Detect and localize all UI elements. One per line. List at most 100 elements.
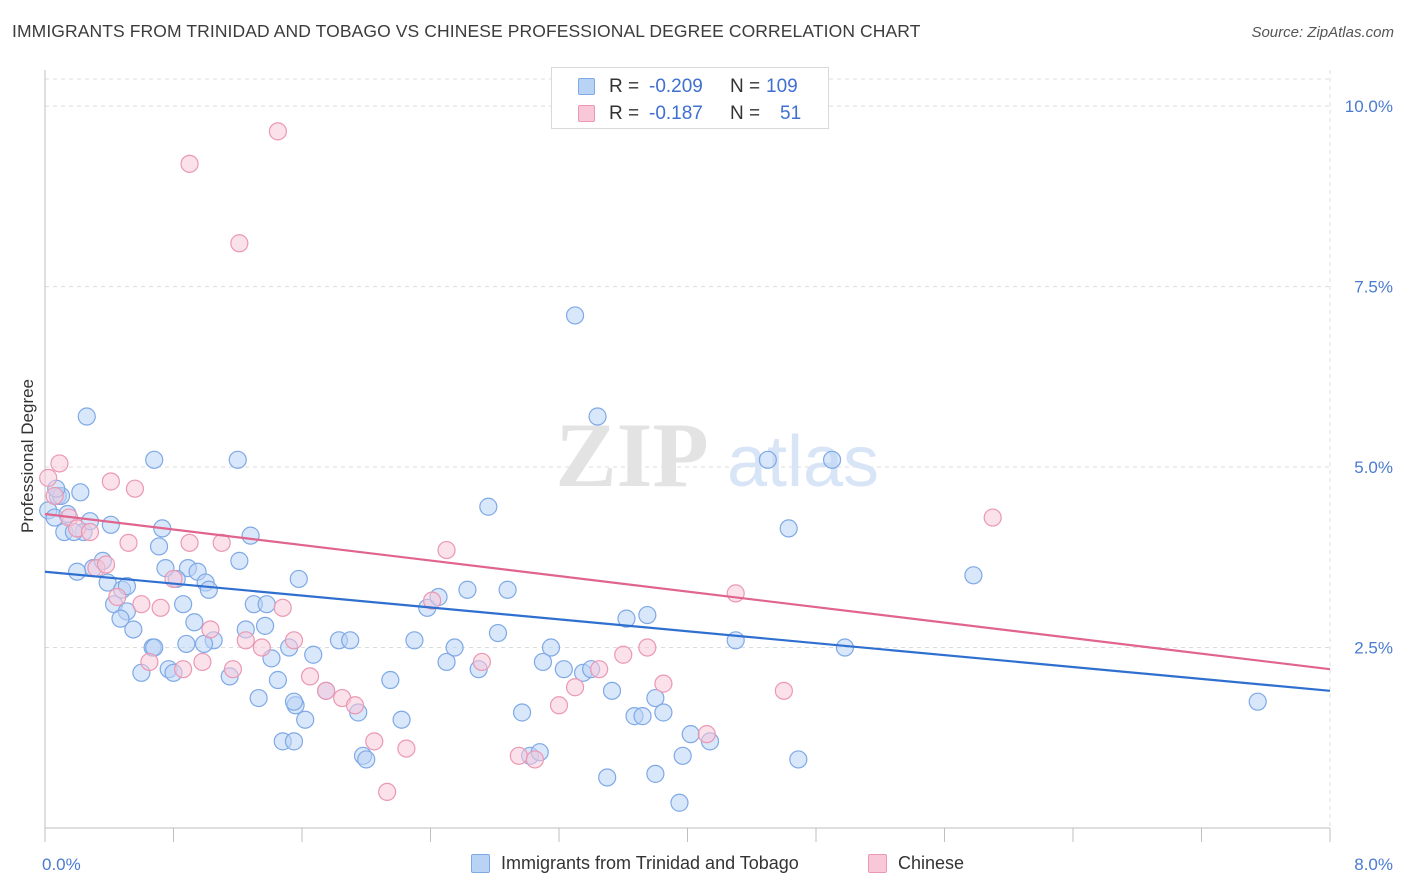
r-label: R = <box>609 76 640 97</box>
chinese-point <box>252 638 271 657</box>
trinidad-point <box>681 725 700 744</box>
y-tick-label: 5.0% <box>1354 458 1393 477</box>
legend-label-chinese: Chinese <box>898 853 965 873</box>
trinidad-point <box>512 703 532 722</box>
trinidad-point <box>598 768 617 787</box>
trinidad-point <box>789 750 808 769</box>
chinese-point <box>180 533 199 552</box>
tick-labels: 2.5% 5.0% 7.5% 10.0% 0.0% 8.0% <box>42 97 1393 874</box>
watermark: ZIP atlas <box>555 404 879 506</box>
trinidad-trend-line <box>44 570 1331 692</box>
trinidad-point <box>174 595 193 614</box>
chinese-point <box>345 696 365 715</box>
trinidad-point <box>437 652 456 672</box>
trinidad-point <box>654 703 673 722</box>
axes <box>44 70 1331 842</box>
chinese-point <box>101 472 120 491</box>
legend-label-trinidad: Immigrants from Trinidad and Tobago <box>501 853 799 873</box>
chinese-point <box>193 652 212 672</box>
chinese-point <box>316 681 336 700</box>
chinese-point <box>472 652 491 672</box>
trinidad-point <box>177 634 196 654</box>
trinidad-point <box>588 407 607 426</box>
trinidad-point <box>458 580 477 599</box>
r-value: -0.209 <box>649 76 703 97</box>
trinidad-point <box>533 652 553 672</box>
stats-legend: R = -0.209 N = 109 R = -0.187 N = 51 <box>551 67 829 129</box>
chinese-point <box>273 598 292 617</box>
trinidad-swatch <box>578 78 595 95</box>
trinidad-point <box>541 638 561 657</box>
chinese-point <box>236 631 255 650</box>
chinese-point <box>378 782 397 802</box>
chinese-point <box>614 645 633 664</box>
x-tick-label: 0.0% <box>42 855 81 874</box>
chinese-point <box>132 595 151 614</box>
chinese-point <box>50 454 69 473</box>
y-tick-label: 7.5% <box>1354 278 1393 297</box>
trinidad-point <box>289 569 308 589</box>
chinese-point <box>509 746 528 765</box>
trinidad-point <box>964 566 983 585</box>
chinese-point <box>774 681 793 700</box>
trinidad-point <box>304 645 323 664</box>
chinese-point <box>525 750 545 769</box>
chinese-point <box>180 154 199 173</box>
data-points <box>39 122 1267 812</box>
chinese-point <box>223 660 243 679</box>
trinidad-point <box>77 407 96 426</box>
trinidad-point <box>498 580 517 599</box>
trinidad-point <box>68 562 87 581</box>
trinidad-point <box>554 660 573 679</box>
chinese-point <box>96 555 116 574</box>
trinidad-point <box>296 710 315 729</box>
trinidad-point <box>392 710 411 729</box>
chinese-trend-line <box>44 512 1331 671</box>
trinidad-point <box>633 707 652 726</box>
chinese-point <box>45 486 64 506</box>
trinidad-point <box>230 551 249 570</box>
trinidad-point <box>249 688 268 708</box>
trinidad-point <box>268 670 288 690</box>
trinidad-point <box>185 613 204 632</box>
trinidad-point <box>149 537 169 556</box>
r-label: R = <box>609 103 640 124</box>
trinidad-point <box>646 688 665 708</box>
trinidad-point <box>341 631 360 650</box>
trinidad-point <box>101 515 120 534</box>
trinidad-point <box>565 306 585 325</box>
chinese-swatch <box>578 105 595 122</box>
chinese-point <box>80 522 100 542</box>
trinidad-point <box>646 764 665 783</box>
chinese-point <box>201 620 220 639</box>
trinidad-point <box>241 526 260 545</box>
trinidad-point <box>357 750 376 769</box>
trinidad-point <box>71 483 90 502</box>
chinese-point <box>125 479 145 498</box>
trinidad-point <box>602 681 622 700</box>
n-value: 51 <box>780 103 802 124</box>
n-label: N = <box>730 76 761 97</box>
trinidad-point <box>145 450 164 469</box>
trinidad-point <box>284 732 304 751</box>
trinidad-point <box>638 605 657 625</box>
chinese-point <box>697 725 716 744</box>
chinese-point <box>268 122 288 141</box>
chinese-point <box>284 631 304 650</box>
trend-lines <box>44 512 1331 692</box>
trinidad-point <box>673 746 692 765</box>
trinidad-point <box>479 497 498 516</box>
chinese-point <box>119 533 138 552</box>
trinidad-point <box>670 793 689 812</box>
chinese-point <box>397 739 416 758</box>
chinese-point <box>423 591 442 610</box>
y-tick-label: 2.5% <box>1354 639 1393 658</box>
n-label: N = <box>730 103 761 124</box>
trinidad-point <box>822 450 842 469</box>
chinese-point <box>549 696 569 715</box>
trinidad-point <box>257 595 276 614</box>
chinese-point <box>230 234 249 253</box>
chinese-point <box>590 660 609 679</box>
chinese-point <box>365 732 384 751</box>
